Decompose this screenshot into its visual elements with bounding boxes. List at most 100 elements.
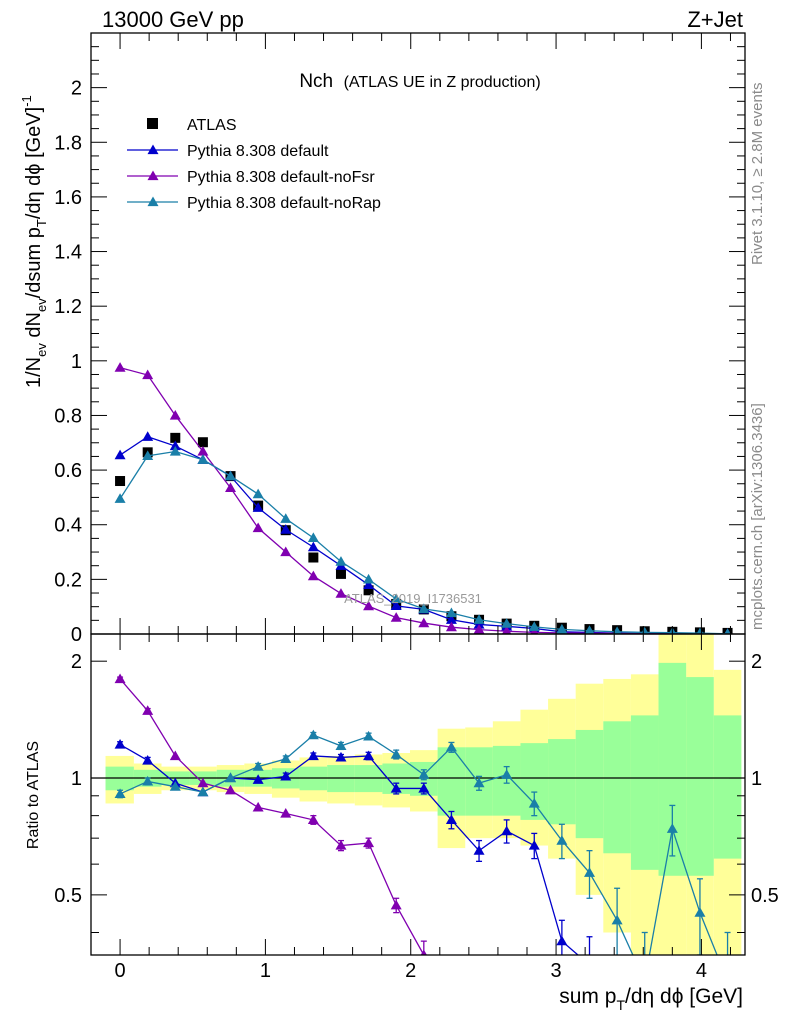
- main-ytick-label: 0: [71, 624, 82, 646]
- ratio-point-2-15: [528, 797, 540, 808]
- ratio-point-1-9: [363, 837, 375, 848]
- ratio-point-2-16: [556, 835, 568, 845]
- main-point-2-8: [335, 588, 347, 598]
- ratio-point-2-9: [363, 730, 375, 741]
- header-left: 13000 GeV pp: [102, 7, 244, 32]
- header-right: Z+Jet: [687, 7, 743, 32]
- main-point-0-3: [197, 437, 208, 448]
- ratio-point-2-18: [611, 914, 623, 925]
- main-point-1-1: [142, 431, 154, 441]
- main-y-axis-label: 1/Nev dNev/dsum pT/dη dϕ [GeV]-1: [19, 95, 49, 388]
- ratio-point-2-19: [639, 975, 650, 985]
- ratio-point-2-22: [722, 975, 733, 985]
- ratio-ytick-label-right: 0.5: [751, 885, 779, 907]
- main-point-3-6: [280, 513, 292, 523]
- main-point-1-12: [445, 614, 457, 624]
- ratio-point-0-10: [390, 782, 402, 793]
- ratio-point-0-14: [501, 825, 513, 836]
- main-point-3-13: [473, 614, 485, 624]
- main-point-3-4: [225, 470, 237, 481]
- main-point-1-0: [114, 449, 126, 460]
- ratio-point-0-17: [584, 959, 595, 969]
- main-point-3-14: [501, 618, 513, 628]
- main-ytick-label: 0.8: [54, 405, 82, 427]
- xtick-label: 3: [551, 960, 562, 982]
- main-point-1-9: [363, 579, 375, 589]
- ratio-point-2-10: [390, 748, 402, 759]
- ratio-ytick-label-right: 2: [751, 651, 762, 673]
- main-point-3-1: [142, 450, 154, 461]
- main-point-1-5: [252, 502, 264, 512]
- legend-marker-1: [147, 144, 159, 155]
- ratio-point-2-3: [197, 786, 209, 797]
- ratio-point-1-2: [169, 750, 181, 761]
- xtick-label: 1: [260, 960, 271, 982]
- ratio-point-0-15: [528, 840, 540, 850]
- main-point-2-12: [445, 621, 457, 632]
- ratio-point-2-11: [418, 769, 430, 779]
- main-ytick-label: 1.2: [54, 296, 82, 318]
- main-series-layer: [114, 362, 733, 634]
- ratio-point-2-8: [335, 740, 347, 751]
- ratio-series-layer: [114, 673, 733, 985]
- ratio-point-0-11: [418, 782, 430, 793]
- ratio-ytick-label-left: 1: [71, 768, 82, 790]
- main-point-3-19: [640, 626, 649, 634]
- main-point-2-14: [501, 625, 512, 634]
- main-ytick-label: 0.2: [54, 569, 82, 591]
- ratio-point-1-5: [252, 801, 264, 812]
- main-point-3-9: [363, 573, 375, 584]
- main-ytick-label: 0.6: [54, 460, 82, 482]
- main-point-3-22: [724, 628, 731, 634]
- main-point-2-9: [363, 600, 375, 611]
- ratio-point-0-16: [556, 935, 568, 946]
- ratio-point-2-17: [583, 867, 595, 877]
- main-point-1-10: [390, 600, 402, 610]
- main-point-2-6: [280, 546, 292, 557]
- ratio-point-1-4: [225, 784, 237, 795]
- main-point-3-16: [556, 623, 568, 634]
- ratio-y-tick-labels: 0.5 0.5 1 1 2 2: [54, 651, 779, 907]
- main-point-3-2: [169, 446, 181, 456]
- main-ytick-label: 1.4: [54, 242, 82, 264]
- ratio-series-line-1-0: [119, 678, 425, 955]
- ratio-point-1-7: [307, 814, 319, 825]
- band-stat-bin: [713, 715, 742, 859]
- ratio-point-0-13: [473, 845, 485, 855]
- main-ytick-label: 1.8: [54, 132, 82, 154]
- legend-label-3: Pythia 8.308 default-noRap: [187, 195, 381, 212]
- ratio-frame: [90, 633, 746, 956]
- ratio-point-0-8: [335, 751, 347, 762]
- ratio-ytick-label-left: 0.5: [54, 885, 82, 907]
- main-point-2-1: [142, 369, 154, 380]
- main-point-2-3: [197, 446, 209, 456]
- band-stat-bin: [548, 739, 576, 825]
- axis-ticks: [90, 33, 745, 955]
- main-point-2-2: [169, 409, 181, 420]
- band-stat-bin: [603, 721, 631, 854]
- main-point-3-10: [390, 593, 402, 604]
- main-point-2-10: [390, 612, 402, 622]
- main-point-2-4: [225, 482, 237, 492]
- main-point-1-7: [307, 541, 319, 552]
- legend-marker-3: [147, 196, 159, 207]
- ratio-point-2-0: [114, 788, 126, 799]
- main-point-3-0: [114, 493, 126, 503]
- band-stat-bin: [686, 677, 714, 876]
- ratio-point-2-2: [169, 781, 181, 791]
- main-ytick-label: 0.4: [54, 515, 82, 537]
- legend-label-1: Pythia 8.308 default: [187, 143, 329, 160]
- main-point-3-15: [528, 621, 540, 632]
- main-point-2-13: [473, 624, 485, 634]
- x-axis-label: sum pT/dη dϕ [GeV]: [559, 985, 743, 1013]
- ratio-point-1-8: [335, 840, 347, 850]
- legend-marker-2: [147, 170, 159, 181]
- main-point-0-2: [170, 432, 181, 443]
- main-point-2-11: [418, 617, 430, 628]
- ratio-point-0-12: [445, 814, 457, 825]
- main-point-2-0: [114, 362, 126, 372]
- main-point-1-6: [280, 524, 292, 534]
- ratio-point-2-21: [694, 907, 706, 917]
- ratio-point-2-20: [666, 823, 678, 833]
